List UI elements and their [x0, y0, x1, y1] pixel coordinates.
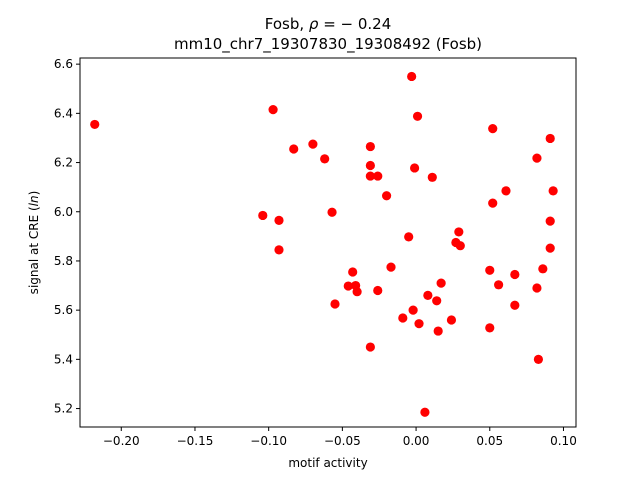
x-axis-label: motif activity [288, 456, 367, 470]
scatter-point [488, 198, 498, 208]
scatter-point [488, 124, 498, 134]
axis-ticks: −0.20 −0.15 −0.10 −0.05 0.00 0.05 0.10 5.2 5.4 5.… [54, 57, 577, 448]
x-tick-label: 0.05 [476, 434, 503, 448]
scatter-point [532, 153, 542, 163]
scatter-point [308, 139, 318, 149]
scatter-point [352, 287, 362, 297]
scatter-point [274, 245, 284, 255]
x-tick-label: −0.05 [324, 434, 361, 448]
scatter-point [373, 285, 383, 296]
scatter-point [427, 172, 437, 182]
scatter-point [330, 299, 340, 309]
scatter-point [274, 215, 284, 225]
scatter-point [410, 163, 420, 173]
y-tick-label: 6.2 [54, 156, 73, 170]
scatter-point [545, 216, 555, 226]
scatter-point [538, 264, 548, 274]
scatter-point [258, 210, 268, 221]
scatter-point [398, 313, 408, 323]
y-tick-label: 5.6 [54, 303, 73, 317]
scatter-point [90, 119, 100, 130]
data-points [90, 71, 558, 417]
scatter-point [320, 154, 330, 164]
scatter-point [545, 243, 555, 253]
scatter-point [408, 305, 418, 315]
scatter-point [485, 265, 495, 275]
scatter-point [494, 280, 504, 290]
x-tick-label: 0.10 [550, 434, 577, 448]
x-tick-label: 0.00 [403, 434, 430, 448]
scatter-point [414, 319, 424, 329]
y-axis-label: signal at CRE (ln) [27, 191, 41, 295]
scatter-point [446, 315, 457, 325]
y-tick-label: 6.6 [54, 57, 73, 71]
y-tick-label: 5.8 [54, 254, 73, 268]
scatter-point [510, 269, 520, 280]
scatter-point [365, 160, 375, 171]
y-tick-label: 6.0 [54, 205, 73, 219]
scatter-point [533, 354, 544, 364]
x-tick-label: −0.15 [177, 434, 214, 448]
scatter-point [365, 171, 375, 181]
scatter-point [381, 191, 392, 201]
scatter-point [454, 227, 464, 237]
x-tick-label: −0.20 [103, 434, 140, 448]
y-tick-label: 5.2 [54, 402, 73, 416]
scatter-point [485, 323, 495, 333]
scatter-point [365, 342, 375, 352]
scatter-point [373, 171, 383, 181]
scatter-point [433, 326, 443, 336]
y-tick-label: 6.4 [54, 106, 73, 120]
scatter-point [289, 144, 299, 154]
scatter-point [268, 105, 278, 115]
scatter-point [404, 232, 414, 242]
scatter-point [343, 281, 353, 291]
scatter-point [348, 267, 358, 277]
scatter-point [327, 207, 337, 217]
chart-title-line2: mm10_chr7_19307830_19308492 (Fosb) [174, 35, 482, 54]
scatter-point [548, 186, 558, 196]
scatter-point [436, 278, 446, 288]
scatter-point [407, 71, 417, 82]
scatter-point [532, 283, 542, 293]
scatter-point [510, 300, 520, 310]
scatter-point [423, 290, 433, 300]
scatter-point [545, 133, 555, 144]
scatter-point [412, 111, 423, 121]
y-tick-label: 5.4 [54, 352, 73, 366]
scatter-point [501, 186, 511, 196]
scatter-point [420, 407, 430, 417]
chart-title-line1: Fosb, ρ = − 0.24 [265, 15, 392, 33]
scatter-point [455, 241, 465, 251]
x-tick-label: −0.10 [250, 434, 287, 448]
scatter-point [386, 262, 396, 272]
plot-frame [79, 57, 577, 428]
scatter-point [432, 296, 442, 306]
scatter-point [365, 141, 375, 152]
